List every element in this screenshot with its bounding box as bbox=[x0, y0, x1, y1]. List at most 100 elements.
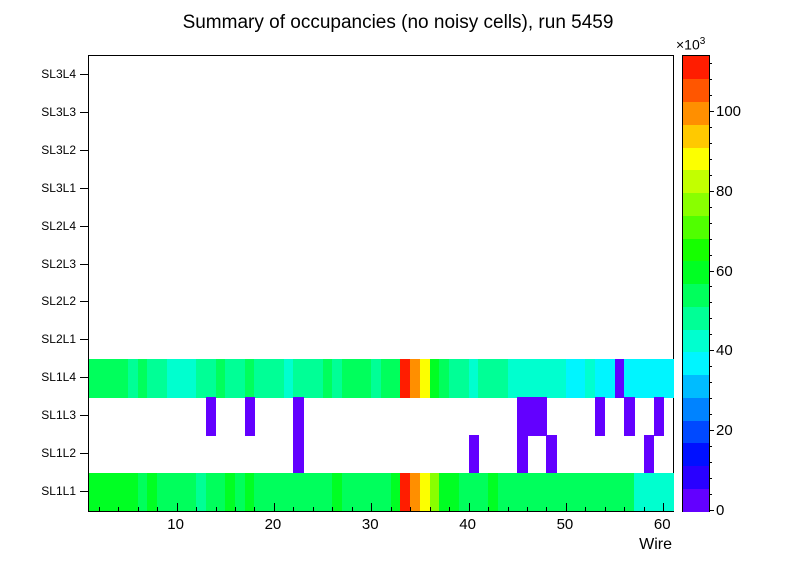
colorbar-segment bbox=[683, 78, 709, 102]
x-minor-tick bbox=[410, 507, 412, 511]
heatmap-cell bbox=[176, 359, 187, 398]
colorbar-segment bbox=[683, 238, 709, 262]
heatmap-cell bbox=[585, 473, 596, 512]
z-scale-label: ×103 bbox=[676, 36, 705, 53]
heatmap-cell bbox=[264, 473, 275, 512]
heatmap-cell bbox=[575, 359, 586, 398]
heatmap-cell bbox=[634, 359, 645, 398]
heatmap-cell bbox=[517, 473, 528, 512]
heatmap-cell bbox=[390, 359, 402, 398]
x-tick-label: 10 bbox=[167, 516, 184, 533]
x-tick-label: 30 bbox=[361, 516, 379, 533]
heatmap-cell bbox=[244, 397, 256, 436]
heatmap-cell bbox=[643, 359, 655, 398]
heatmap-cell bbox=[303, 473, 314, 512]
heatmap-cell bbox=[293, 397, 304, 436]
colorbar-tick-label: 60 bbox=[716, 262, 733, 280]
z-scale-base: ×10 bbox=[676, 36, 700, 53]
y-axis-label: SL3L3 bbox=[41, 104, 76, 119]
heatmap-cell bbox=[488, 359, 499, 398]
x-minor-tick bbox=[312, 507, 314, 511]
colorbar-segment bbox=[683, 488, 709, 512]
colorbar-minor-tick bbox=[709, 318, 712, 320]
heatmap-cell bbox=[595, 473, 606, 512]
heatmap-cell bbox=[264, 359, 275, 398]
heatmap-cell bbox=[517, 397, 528, 436]
x-major-tick bbox=[273, 503, 275, 511]
heatmap-cell bbox=[614, 359, 625, 398]
colorbar-segment bbox=[683, 215, 709, 239]
heatmap-cell bbox=[147, 359, 158, 398]
colorbar-segment bbox=[683, 397, 709, 421]
heatmap-cell bbox=[478, 359, 489, 398]
x-axis-title: Wire bbox=[639, 536, 672, 553]
x-major-tick bbox=[663, 503, 665, 511]
heatmap-cell bbox=[89, 359, 100, 398]
heatmap-cell bbox=[604, 473, 616, 512]
y-axis-tick bbox=[80, 111, 88, 113]
heatmap-cell bbox=[322, 473, 333, 512]
heatmap-cell bbox=[449, 359, 460, 398]
heatmap-cell bbox=[254, 473, 265, 512]
heatmap-cell bbox=[575, 473, 586, 512]
heatmap-cell bbox=[458, 359, 470, 398]
heatmap-cell bbox=[527, 473, 538, 512]
heatmap-cell bbox=[322, 359, 333, 398]
y-axis-label: SL1L4 bbox=[41, 370, 76, 385]
heatmap-cell bbox=[507, 473, 518, 512]
x-axis-ticks bbox=[89, 56, 673, 511]
heatmap-cell bbox=[546, 473, 557, 512]
heatmap-cell bbox=[381, 359, 392, 398]
heatmap-cell bbox=[254, 359, 265, 398]
colorbar-major-tick bbox=[709, 270, 714, 272]
heatmap-cell bbox=[536, 359, 548, 398]
heatmap-cell bbox=[643, 473, 655, 512]
heatmap-cell bbox=[449, 473, 460, 512]
x-tick-label: 40 bbox=[459, 516, 476, 533]
heatmap-cell bbox=[390, 473, 402, 512]
colorbar-major-tick bbox=[709, 510, 714, 511]
heatmap-cell bbox=[410, 359, 421, 398]
x-minor-tick bbox=[624, 507, 626, 511]
colorbar-segment bbox=[683, 420, 709, 444]
x-minor-tick bbox=[118, 507, 120, 511]
colorbar-segment bbox=[683, 260, 709, 284]
heatmap-cell bbox=[371, 473, 382, 512]
heatmap-cell bbox=[536, 397, 548, 436]
colorbar-minor-tick bbox=[709, 462, 712, 464]
heatmap-cell bbox=[157, 359, 168, 398]
heatmap-cell bbox=[244, 473, 256, 512]
colorbar-segment bbox=[683, 465, 709, 489]
y-axis-tick bbox=[80, 225, 88, 227]
y-axis-tick bbox=[80, 263, 88, 265]
colorbar-tick-label: 100 bbox=[716, 102, 742, 120]
x-minor-tick bbox=[643, 507, 645, 511]
heatmap-cell bbox=[653, 473, 664, 512]
x-minor-tick bbox=[507, 507, 509, 511]
colorbar-minor-tick bbox=[709, 254, 712, 256]
heatmap-cell bbox=[166, 473, 178, 512]
heatmap-cell bbox=[419, 473, 431, 512]
heatmap-cell bbox=[293, 435, 304, 474]
heatmap-cell bbox=[332, 473, 343, 512]
y-axis-tick bbox=[80, 187, 88, 189]
colorbar-major-tick bbox=[709, 430, 714, 432]
heatmap-cell bbox=[517, 435, 528, 474]
heatmap-cell bbox=[497, 473, 509, 512]
heatmap-cell bbox=[595, 359, 606, 398]
heatmap-cell bbox=[186, 359, 197, 398]
colorbar-segment bbox=[683, 124, 709, 148]
colorbar-minor-tick bbox=[709, 302, 712, 304]
heatmap-cell bbox=[468, 473, 479, 512]
colorbar-minor-tick bbox=[709, 158, 712, 160]
x-minor-tick bbox=[546, 507, 548, 511]
heatmap-cell bbox=[624, 397, 635, 436]
y-axis-label: SL1L3 bbox=[41, 408, 76, 423]
x-minor-tick bbox=[351, 507, 353, 511]
x-tick-label: 20 bbox=[264, 516, 282, 533]
heatmap-cell bbox=[429, 473, 440, 512]
colorbar-segment bbox=[683, 192, 709, 216]
x-minor-tick bbox=[604, 507, 606, 511]
heatmap-cell bbox=[293, 359, 304, 398]
colorbar-segment bbox=[683, 374, 709, 398]
